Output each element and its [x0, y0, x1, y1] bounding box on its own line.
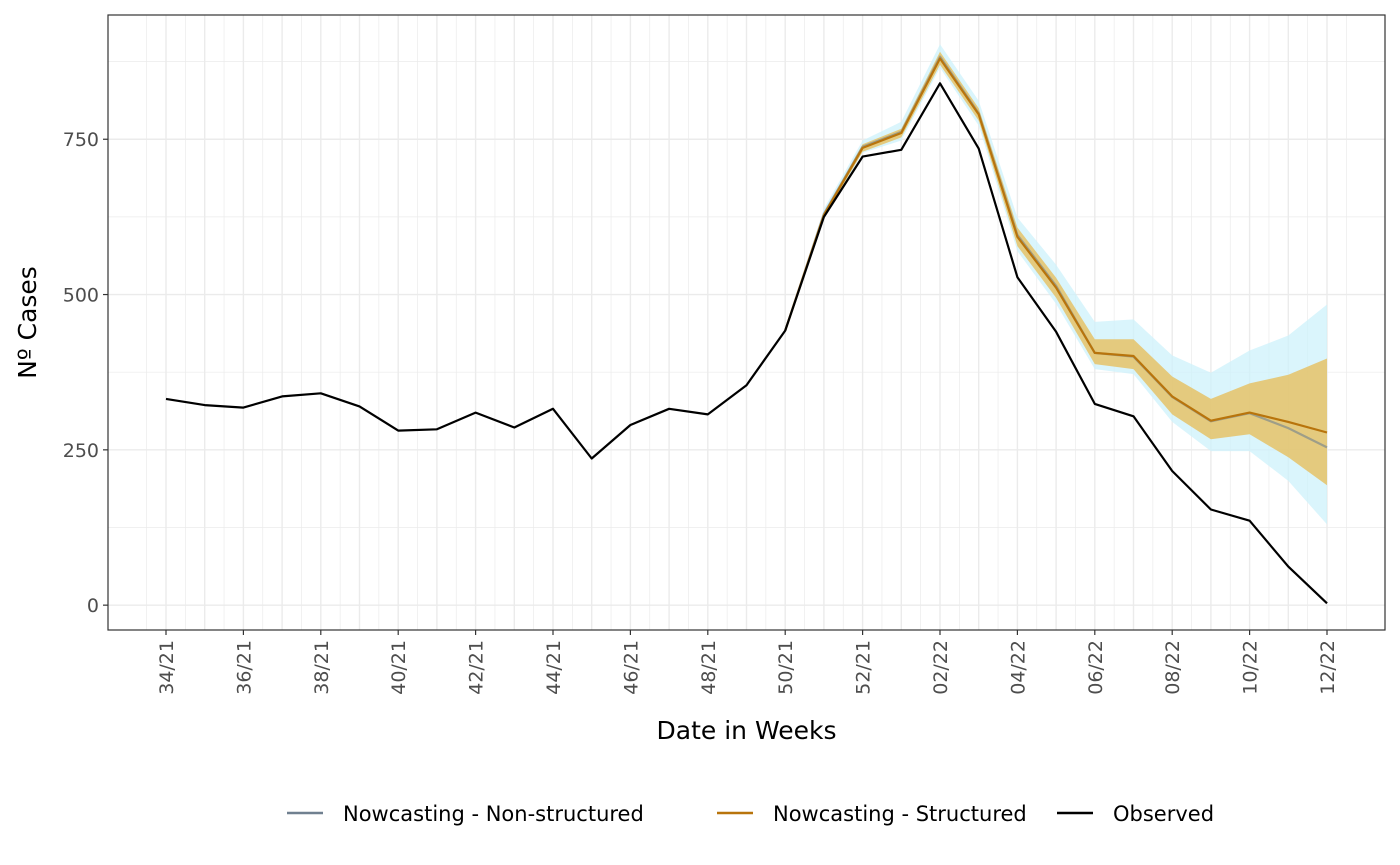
line-layer: [165, 55, 1328, 605]
x-tick-label: 50/21: [775, 640, 797, 695]
y-tick-label: 500: [63, 285, 99, 307]
structured-series-line: [784, 57, 1328, 434]
x-tick-label: 48/21: [698, 640, 720, 695]
x-tick-label: 12/22: [1317, 640, 1339, 695]
x-tick-label: 08/22: [1162, 640, 1184, 695]
x-tick-label: 40/21: [388, 640, 410, 695]
legend-label-observed: Observed: [1113, 802, 1214, 826]
x-tick-label: 36/21: [233, 640, 255, 695]
x-tick-label: 34/21: [156, 640, 178, 695]
x-tick-label: 10/22: [1240, 640, 1262, 695]
legend-label-structured: Nowcasting - Structured: [773, 802, 1027, 826]
x-tick-label: 44/21: [543, 640, 565, 695]
y-tick-label: 750: [63, 129, 99, 151]
x-tick-label: 38/21: [311, 640, 333, 695]
legend-label-nonstructured: Nowcasting - Non-structured: [343, 802, 644, 826]
structured-interval-band: [785, 51, 1327, 486]
legend: Nowcasting - Non-structured Nowcasting - …: [287, 802, 1214, 826]
x-tick-label: 06/22: [1085, 640, 1107, 695]
y-axis-title: Nº Cases: [13, 266, 42, 379]
x-tick-label: 42/21: [466, 640, 488, 695]
x-tick-label: 04/22: [1007, 640, 1029, 695]
y-tick-label: 0: [87, 595, 99, 617]
grid-layer: [108, 15, 1385, 630]
x-axis-title: Date in Weeks: [657, 716, 837, 745]
panel-border: [107, 14, 1386, 631]
x-tick-label: 52/21: [853, 640, 875, 695]
x-tick-label: 46/21: [620, 640, 642, 695]
x-tick-label: 02/22: [930, 640, 952, 695]
axis-layer: 0 250 500 750 34/21 36/21 38/21 40/21 42/21 44/21…: [63, 129, 1339, 695]
observed-series-line: [165, 82, 1328, 605]
y-tick-label: 250: [63, 440, 99, 462]
